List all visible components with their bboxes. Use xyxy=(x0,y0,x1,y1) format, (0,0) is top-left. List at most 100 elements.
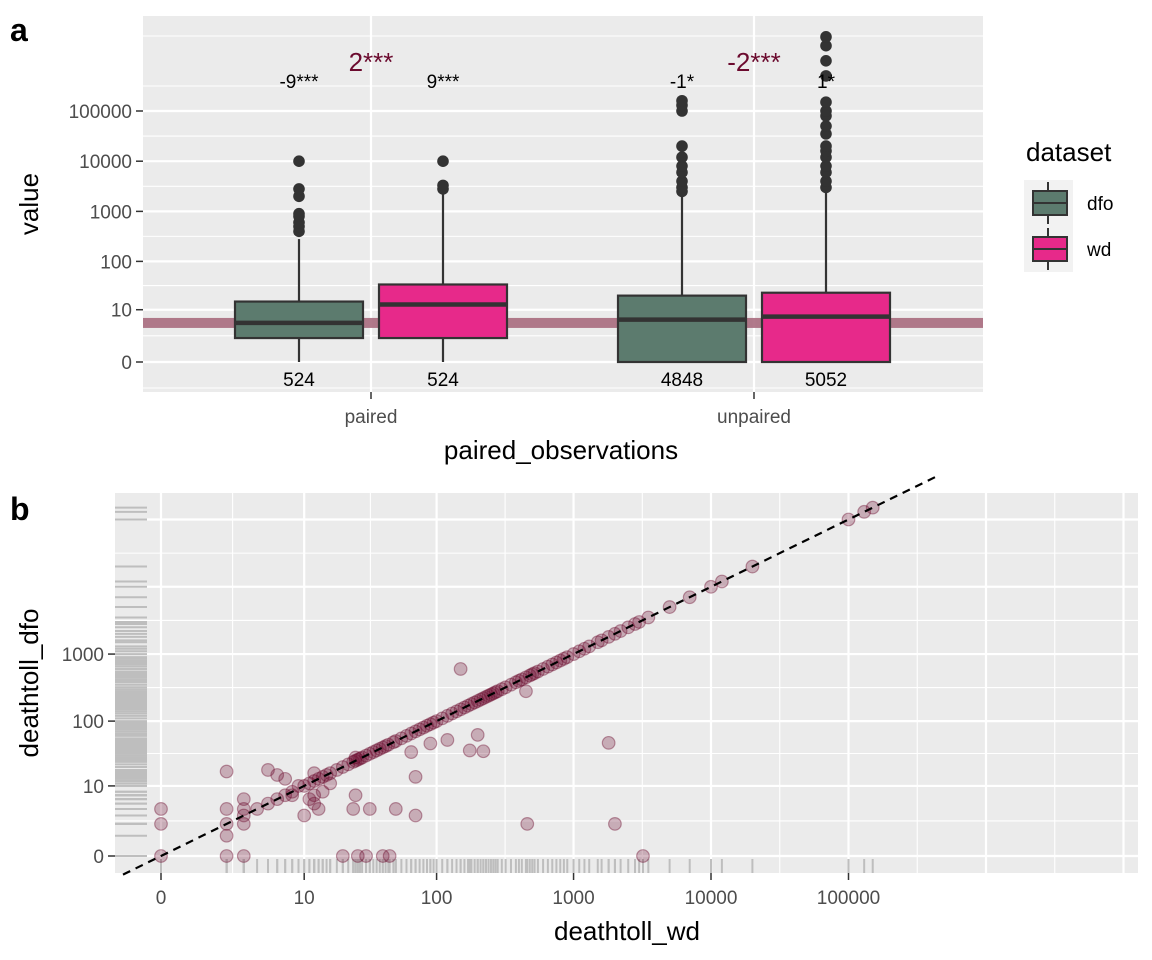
scatter-point xyxy=(520,816,535,831)
panel-b-tag: b xyxy=(10,491,30,527)
scatter-point xyxy=(388,734,403,748)
scatter-points xyxy=(154,500,880,863)
outlier-point xyxy=(293,155,305,167)
outlier-point xyxy=(820,140,832,152)
outlier-point xyxy=(676,160,688,172)
scatter-point xyxy=(353,751,367,766)
scatter-point xyxy=(608,816,622,831)
scatter-point xyxy=(250,802,265,816)
panel-a-y-axis-title: value xyxy=(14,173,44,235)
difference-significance-label: 2*** xyxy=(349,47,394,77)
box-paired-wd xyxy=(377,155,509,362)
scatter-point xyxy=(350,752,365,767)
scatter-point xyxy=(302,792,317,807)
scatter-point xyxy=(315,769,330,784)
scatter-point xyxy=(388,802,403,816)
x-tick-label: 10 xyxy=(294,888,315,909)
outlier-point xyxy=(820,96,832,108)
panel-b-background xyxy=(115,493,1138,873)
outlier-point xyxy=(437,179,449,192)
outlier-point xyxy=(676,140,688,152)
scatter-point xyxy=(323,776,338,791)
panel-a-x-ticks: paired unpaired xyxy=(345,392,791,428)
scatter-point xyxy=(307,796,322,811)
scatter-point xyxy=(636,849,650,863)
scatter-point xyxy=(566,647,581,661)
scatter-point xyxy=(857,504,872,519)
legend-entry-wd: wd xyxy=(1024,226,1111,272)
scatter-point xyxy=(348,750,363,765)
legend-label: dfo xyxy=(1087,194,1113,215)
scatter-point xyxy=(416,720,431,735)
box-paired-dfo xyxy=(233,155,365,362)
scatter-point xyxy=(335,849,350,863)
panel-b-x-axis-title: deathtoll_wd xyxy=(554,916,700,946)
scatter-point xyxy=(628,617,642,631)
outlier-point xyxy=(293,207,305,220)
panel-b: b 0 10 100 1000 10000 100000 0 10 100 1000 death… xyxy=(10,476,1138,946)
scatter-point xyxy=(476,744,491,759)
panel-a-annotations: 524 -9*** 524 9*** 4848 -1* 5052 1* 2*** -2*** xyxy=(279,47,847,391)
scatter-point xyxy=(404,745,419,759)
scatter-point xyxy=(236,802,251,816)
scatter-point xyxy=(236,816,251,831)
scatter-point xyxy=(362,746,377,761)
scatter-point xyxy=(366,745,381,759)
scatter-point xyxy=(590,635,605,650)
x-tick-label: paired xyxy=(345,407,398,428)
y-tick-label: 100 xyxy=(72,712,104,733)
scatter-point xyxy=(278,771,293,786)
x-tick-label: 100000 xyxy=(817,888,880,909)
scatter-point xyxy=(362,802,377,816)
scatter-point xyxy=(408,808,423,823)
y-tick-label: 10 xyxy=(111,301,132,322)
scatter-point xyxy=(476,691,491,706)
scatter-point xyxy=(154,802,168,816)
x-tick-label: 10000 xyxy=(685,888,738,909)
scatter-point xyxy=(479,690,493,704)
scatter-point xyxy=(464,697,479,711)
boxes xyxy=(233,31,892,364)
scatter-point xyxy=(219,828,234,843)
scatter-point xyxy=(531,664,545,679)
scatter-point xyxy=(841,512,856,527)
box-unpaired-dfo xyxy=(616,94,748,364)
scatter-point xyxy=(704,579,718,594)
legend-entry-dfo: dfo xyxy=(1024,180,1113,226)
scatter-point xyxy=(577,641,592,656)
scatter-point xyxy=(440,733,455,747)
scatter-point xyxy=(350,849,365,863)
x-tick-label: 0 xyxy=(156,888,167,909)
scatter-point xyxy=(613,624,628,638)
scatter-point xyxy=(219,802,234,816)
scatter-point xyxy=(601,630,616,644)
scatter-point xyxy=(553,653,568,668)
scatter-point xyxy=(404,726,419,741)
outlier-point xyxy=(676,151,688,164)
median-band xyxy=(143,317,983,328)
scatter-point xyxy=(490,684,505,699)
scatter-point xyxy=(219,764,234,779)
panel-b-y-ticks: 0 10 100 1000 xyxy=(62,645,115,868)
box-body xyxy=(377,283,509,340)
count-label: 5052 xyxy=(805,370,847,391)
scatter-point xyxy=(302,776,317,791)
panel-a-tag: a xyxy=(10,12,28,48)
scatter-point xyxy=(440,708,455,723)
scatter-point xyxy=(488,685,503,700)
count-label: 524 xyxy=(283,370,315,391)
scatter-point xyxy=(154,816,168,831)
legend: dataset dfo wd xyxy=(1024,137,1113,272)
outlier-point xyxy=(820,105,832,117)
scatter-point xyxy=(219,849,234,863)
scatter-point xyxy=(467,695,482,710)
scatter-point xyxy=(514,672,529,687)
outlier-point xyxy=(820,54,832,67)
legend-label: wd xyxy=(1086,240,1111,261)
scatter-point xyxy=(540,659,555,674)
y-tick-label: 10000 xyxy=(79,152,132,173)
scatter-point xyxy=(453,662,468,676)
scatter-point xyxy=(261,763,275,777)
x-tick-label: 100 xyxy=(421,888,453,909)
scatter-point xyxy=(236,808,251,823)
